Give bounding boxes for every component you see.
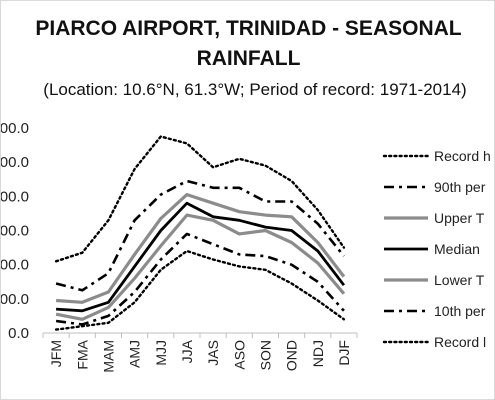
legend-label-lower-tercile: Lower T — [434, 272, 485, 288]
x-tick-label: SON — [257, 340, 273, 370]
legend-label-90th-percentile: 90th per — [434, 179, 486, 195]
series-line-10th-percentile — [55, 232, 345, 326]
x-tick-label: ASO — [231, 340, 247, 370]
legend-label-record-low: Record l — [434, 334, 486, 350]
series-line-median — [56, 201, 346, 313]
legend: Record h 90th per Upper T Median Lower T 10th… — [382, 148, 491, 350]
x-tick-label: MJJ — [153, 340, 169, 366]
y-tick-label: 200.0 — [1, 257, 29, 274]
y-tick-label: 100.0 — [1, 291, 29, 308]
y-tick-label: 400.0 — [1, 188, 29, 205]
legend-label-upper-tercile: Upper T — [434, 210, 485, 226]
x-tick-label: MAM — [100, 340, 116, 373]
x-tick-label: NDJ — [310, 340, 326, 367]
legend-label-record-high: Record h — [434, 148, 491, 164]
series-line-record-low — [54, 249, 346, 331]
x-tick-label: JAS — [205, 340, 221, 366]
series-lines — [54, 135, 346, 331]
chart-title-line2: RAINFALL — [196, 47, 301, 70]
chart-subtitle: (Location: 10.6°N, 61.3°W; Period of rec… — [43, 80, 467, 99]
axes: 0.0 100.0 200.0 300.0 400.0 500.0 600.0 JFM FMA M… — [1, 120, 358, 373]
x-tick-label: JFM — [48, 340, 64, 367]
x-tick-label: AMJ — [127, 340, 143, 368]
legend-label-median: Median — [434, 241, 480, 257]
legend-label-10th-percentile: 10th per — [434, 303, 486, 319]
x-tick-label: FMA — [74, 339, 90, 369]
series-line-90th-percentile — [55, 179, 345, 292]
x-tick-label: JJA — [179, 339, 195, 363]
series-line-record-high — [54, 135, 346, 263]
chart-title-line1: PIARCO AIRPORT, TRINIDAD - SEASONAL — [35, 17, 462, 40]
x-tick-label: OND — [284, 340, 300, 371]
y-tick-label: 0.0 — [8, 325, 29, 342]
y-tick-label: 600.0 — [1, 120, 29, 137]
y-tick-label: 300.0 — [1, 223, 29, 240]
series-line-upper-tercile — [55, 193, 346, 304]
series-line-lower-tercile — [55, 213, 346, 321]
x-tick-label: DJF — [336, 340, 352, 366]
y-tick-label: 500.0 — [1, 154, 29, 171]
